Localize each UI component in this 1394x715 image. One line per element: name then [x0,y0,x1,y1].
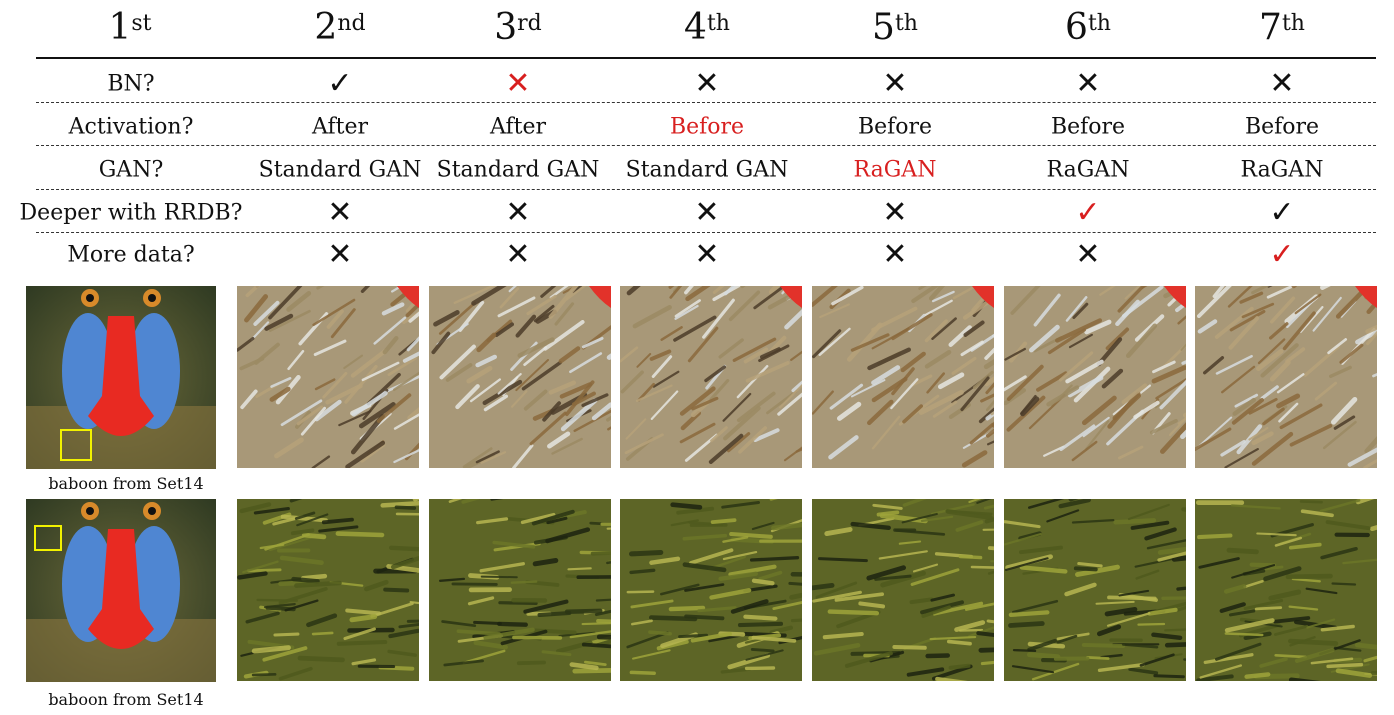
table-cell: RaGAN [1046,157,1130,183]
row-label: Activation? [68,114,194,140]
cross-icon: ✕ [327,237,353,272]
column-header-7: 7th [1259,7,1305,48]
result-patch-foliage-green-col6 [1004,499,1186,681]
table-cell: Standard GAN [625,157,789,183]
caption-top: baboon from Set14 [48,474,204,493]
table-cell: Before [669,114,745,140]
cross-icon: ✕ [882,66,908,101]
region-highlight-box [60,429,92,461]
cross-icon: ✕ [505,66,531,101]
baboon-thumbnail-bottom [26,499,216,682]
result-patch-fur-light-col5 [812,286,994,468]
baboon-thumbnail-top [26,286,216,469]
row-label: More data? [67,242,195,268]
cross-icon: ✕ [1075,237,1101,272]
column-header-6: 6th [1065,7,1111,48]
result-patch-foliage-green-col5 [812,499,994,681]
cross-icon: ✕ [327,195,353,230]
table-cell: RaGAN [853,157,937,183]
check-icon: ✓ [1269,237,1295,272]
result-patch-foliage-green-col2 [237,499,419,681]
column-header-2: 2nd [314,7,366,48]
row-divider [36,189,1376,190]
result-patch-foliage-green-col4 [620,499,802,681]
caption-bottom: baboon from Set14 [48,690,204,709]
row-label: Deeper with RRDB? [19,200,243,226]
check-icon: ✓ [1075,195,1101,230]
cross-icon: ✕ [505,237,531,272]
result-patch-foliage-green-col3 [429,499,611,681]
row-divider [36,102,1376,103]
row-divider [36,232,1376,233]
table-cell: Before [1050,114,1126,140]
table-cell: Standard GAN [258,157,422,183]
result-patch-fur-light-col4 [620,286,802,468]
column-header-3: 3rd [494,7,542,48]
column-header-5: 5th [872,7,918,48]
row-label: GAN? [98,157,164,183]
result-patch-fur-light-col3 [429,286,611,468]
table-cell: After [311,114,369,140]
table-cell: After [489,114,547,140]
result-patch-foliage-green-col7 [1195,499,1377,681]
table-top-rule [36,57,1376,59]
row-divider [36,145,1376,146]
row-label: BN? [107,71,155,97]
cross-icon: ✕ [505,195,531,230]
column-header-4: 4th [684,7,730,48]
result-patch-fur-light-col6 [1004,286,1186,468]
result-patch-fur-light-col7 [1195,286,1377,468]
table-cell: RaGAN [1240,157,1324,183]
check-icon: ✓ [1269,195,1295,230]
cross-icon: ✕ [882,195,908,230]
table-cell: Before [857,114,933,140]
cross-icon: ✕ [694,66,720,101]
cross-icon: ✕ [1075,66,1101,101]
table-cell: Before [1244,114,1320,140]
table-cell: Standard GAN [436,157,600,183]
cross-icon: ✕ [694,237,720,272]
region-highlight-box [34,525,62,551]
result-patch-fur-light-col2 [237,286,419,468]
check-icon: ✓ [327,66,353,101]
cross-icon: ✕ [694,195,720,230]
column-header-1: 1st [108,7,152,48]
cross-icon: ✕ [882,237,908,272]
cross-icon: ✕ [1269,66,1295,101]
